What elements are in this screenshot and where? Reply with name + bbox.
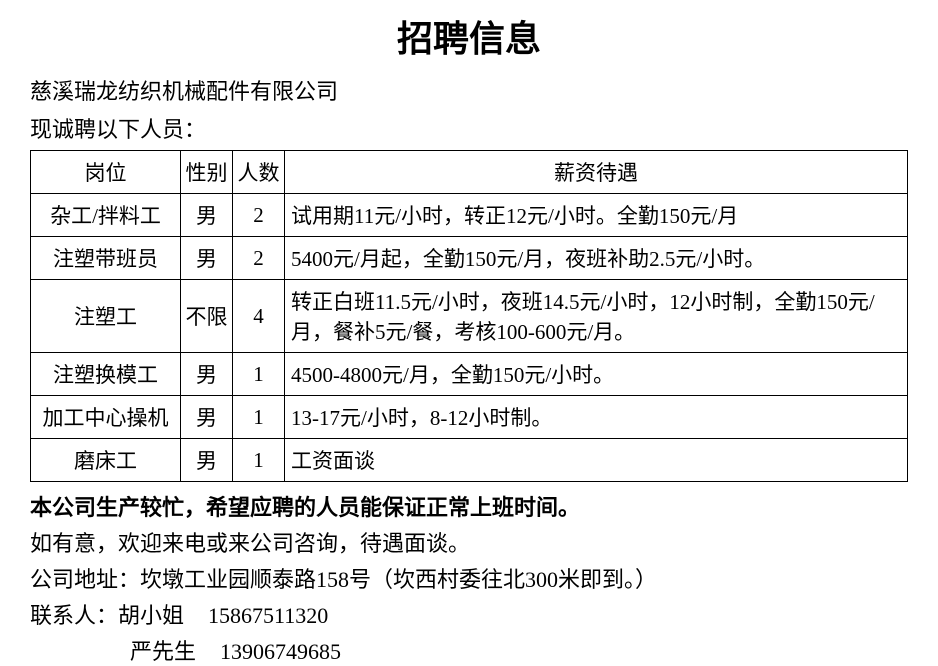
intro-text: 现诚聘以下人员： [30,112,908,144]
cell-salary: 转正白班11.5元/小时，夜班14.5元/小时，12小时制，全勤150元/月，餐… [285,280,908,353]
cell-salary: 试用期11元/小时，转正12元/小时。全勤150元/月 [285,194,908,237]
header-salary: 薪资待遇 [285,151,908,194]
contact-line-1: 联系人：胡小姐 15867511320 [30,598,908,630]
table-header-row: 岗位 性别 人数 薪资待遇 [31,151,908,194]
cell-gender: 男 [181,353,233,396]
table-row: 注塑工 不限 4 转正白班11.5元/小时，夜班14.5元/小时，12小时制，全… [31,280,908,353]
contact2-phone: 13906749685 [220,639,341,664]
table-row: 杂工/拌料工 男 2 试用期11元/小时，转正12元/小时。全勤150元/月 [31,194,908,237]
cell-count: 1 [233,353,285,396]
table-row: 注塑带班员 男 2 5400元/月起，全勤150元/月，夜班补助2.5元/小时。 [31,237,908,280]
contact1-label: 联系人：胡小姐 [30,603,184,628]
cell-position: 注塑工 [31,280,181,353]
cell-gender: 不限 [181,280,233,353]
contact-line-2: 严先生 13906749685 [30,634,908,666]
table-row: 磨床工 男 1 工资面谈 [31,439,908,482]
company-name: 慈溪瑞龙纺织机械配件有限公司 [30,74,908,106]
cell-gender: 男 [181,396,233,439]
cell-gender: 男 [181,194,233,237]
cell-count: 2 [233,194,285,237]
cell-position: 注塑换模工 [31,353,181,396]
cell-gender: 男 [181,237,233,280]
contact1-phone: 15867511320 [208,603,328,628]
header-gender: 性别 [181,151,233,194]
cell-count: 4 [233,280,285,353]
cell-position: 加工中心操机 [31,396,181,439]
header-count: 人数 [233,151,285,194]
note-contact: 如有意，欢迎来电或来公司咨询，待遇面谈。 [30,526,908,558]
cell-salary: 13-17元/小时，8-12小时制。 [285,396,908,439]
cell-gender: 男 [181,439,233,482]
table-row: 注塑换模工 男 1 4500-4800元/月，全勤150元/小时。 [31,353,908,396]
cell-count: 1 [233,439,285,482]
cell-salary: 工资面谈 [285,439,908,482]
cell-count: 2 [233,237,285,280]
cell-salary: 5400元/月起，全勤150元/月，夜班补助2.5元/小时。 [285,237,908,280]
cell-position: 杂工/拌料工 [31,194,181,237]
address: 公司地址：坎墩工业园顺泰路158号（坎西村委往北300米即到。） [30,562,908,594]
cell-position: 磨床工 [31,439,181,482]
page-title: 招聘信息 [30,10,908,62]
cell-position: 注塑带班员 [31,237,181,280]
contact2-label: 严先生 [130,639,196,664]
cell-salary: 4500-4800元/月，全勤150元/小时。 [285,353,908,396]
table-row: 加工中心操机 男 1 13-17元/小时，8-12小时制。 [31,396,908,439]
note-bold: 本公司生产较忙，希望应聘的人员能保证正常上班时间。 [30,490,908,522]
cell-count: 1 [233,396,285,439]
header-position: 岗位 [31,151,181,194]
jobs-table: 岗位 性别 人数 薪资待遇 杂工/拌料工 男 2 试用期11元/小时，转正12元… [30,150,908,482]
